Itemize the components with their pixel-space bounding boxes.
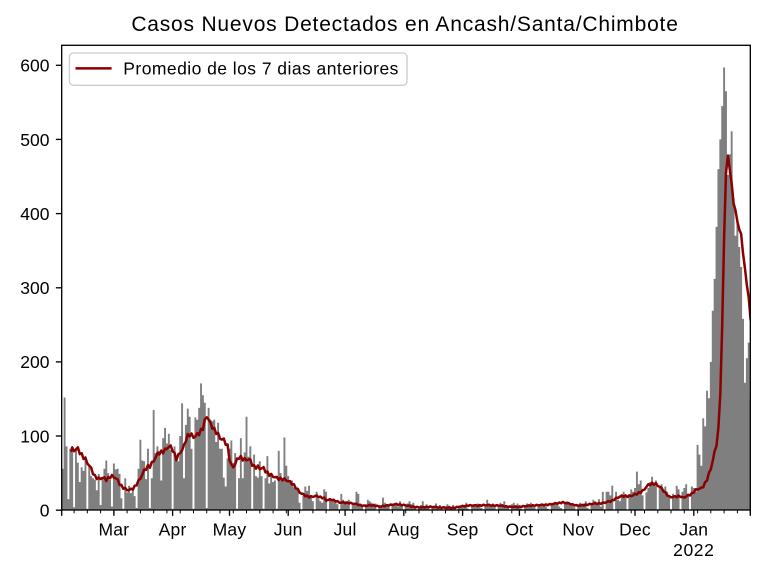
svg-text:Sep: Sep <box>447 520 479 540</box>
svg-text:Aug: Aug <box>388 520 420 540</box>
svg-text:Mar: Mar <box>99 520 130 540</box>
svg-text:Jan: Jan <box>679 520 708 540</box>
svg-text:Apr: Apr <box>159 520 187 540</box>
svg-text:Dec: Dec <box>619 520 651 540</box>
svg-text:0: 0 <box>40 501 50 521</box>
svg-text:400: 400 <box>20 204 49 224</box>
svg-text:500: 500 <box>20 130 49 150</box>
svg-text:May: May <box>213 520 247 540</box>
svg-text:Casos Nuevos Detectados en Anc: Casos Nuevos Detectados en Ancash/Santa/… <box>131 13 678 36</box>
svg-text:Nov: Nov <box>562 520 594 540</box>
svg-text:2022: 2022 <box>673 540 714 560</box>
svg-text:100: 100 <box>20 426 49 446</box>
svg-text:Jun: Jun <box>274 520 303 540</box>
svg-text:Promedio de los 7 dias anterio: Promedio de los 7 dias anteriores <box>123 59 399 79</box>
svg-text:200: 200 <box>20 352 49 372</box>
svg-text:Oct: Oct <box>505 520 533 540</box>
svg-text:300: 300 <box>20 278 49 298</box>
svg-text:Jul: Jul <box>334 520 357 540</box>
svg-text:600: 600 <box>20 56 49 76</box>
